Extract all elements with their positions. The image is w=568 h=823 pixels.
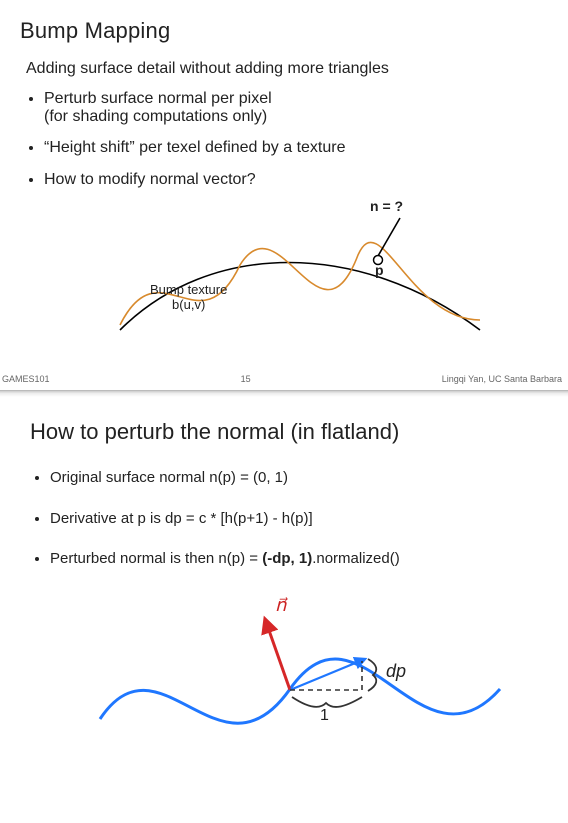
- slide1-title: Bump Mapping: [20, 18, 548, 44]
- label-dp: dp: [386, 661, 406, 682]
- slide1-diagram: Bump texture b(u,v) n = ? p: [20, 200, 548, 360]
- footer-right: Lingqi Yan, UC Santa Barbara: [442, 374, 562, 384]
- surface-curve: [100, 659, 500, 723]
- normal-arrow: [265, 619, 290, 690]
- slide-bump-mapping: Bump Mapping Adding surface detail witho…: [0, 0, 568, 368]
- slide2-bullet-3: Perturbed normal is then n(p) = (-dp, 1)…: [50, 548, 548, 571]
- slide2-title: How to perturb the normal (in flatland): [30, 419, 548, 445]
- slide2-diagram: n⃗ dp 1: [20, 589, 548, 769]
- footer-center: 15: [241, 374, 251, 384]
- slide1-subtitle: Adding surface detail without adding mor…: [26, 60, 548, 78]
- footer-left: GAMES101: [2, 374, 50, 384]
- slide1-bullet-1: Perturb surface normal per pixel (for sh…: [44, 88, 548, 127]
- normal-vector: [378, 218, 400, 256]
- bullet-subtext: (for shading computations only): [44, 106, 548, 128]
- slide2-bullet-list: Original surface normal n(p) = (0, 1) De…: [50, 467, 548, 571]
- label-normal-n: n⃗: [275, 595, 286, 616]
- label-one: 1: [320, 707, 329, 725]
- label-p: p: [375, 262, 384, 278]
- slide1-bullet-list: Perturb surface normal per pixel (for sh…: [44, 88, 548, 190]
- flatland-svg: [60, 589, 520, 759]
- slide1-bullet-3: How to modify normal vector?: [44, 169, 548, 191]
- slide1-bullet-2: “Height shift” per texel defined by a te…: [44, 137, 548, 159]
- slide2-bullet-1: Original surface normal n(p) = (0, 1): [50, 467, 548, 490]
- slide-perturb-normal: How to perturb the normal (in flatland) …: [0, 397, 568, 777]
- one-brace: [292, 697, 362, 707]
- slide1-footer: GAMES101 15 Lingqi Yan, UC Santa Barbara: [0, 368, 568, 390]
- slide-divider: [0, 390, 568, 397]
- label-n-equals: n = ?: [370, 198, 403, 214]
- label-bump-texture: Bump texture b(u,v): [150, 282, 227, 312]
- bullet-text: Perturb surface normal per pixel: [44, 90, 272, 107]
- bump-mapping-svg: [60, 210, 520, 350]
- slide2-bullet-2: Derivative at p is dp = c * [h(p+1) - h(…: [50, 508, 548, 531]
